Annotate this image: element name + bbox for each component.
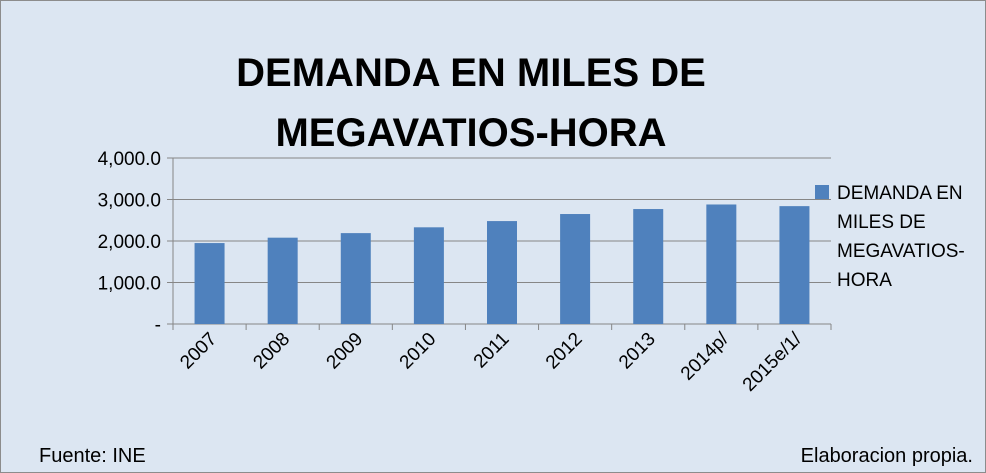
x-tick-label: 2009	[323, 329, 368, 374]
x-tick-label: 2013	[615, 329, 660, 374]
x-tick-label: 2010	[396, 329, 441, 374]
x-tick-label: 2011	[470, 329, 514, 373]
x-tick-label: 2015e/1/	[739, 328, 807, 396]
legend-label: DEMANDA EN MILES DE MEGAVATIOS-HORA	[837, 183, 965, 291]
bar	[560, 214, 591, 324]
legend-swatch	[815, 185, 829, 199]
chart-title: DEMANDA EN MILES DE MEGAVATIOS-HORA	[236, 51, 706, 155]
y-tick-label: 4,000.0	[98, 149, 161, 170]
y-tick-label: -	[155, 315, 161, 336]
y-tick-label: 2,000.0	[98, 232, 161, 253]
x-tick-label: 2007	[176, 329, 221, 374]
source-note: Fuente: INE	[39, 445, 146, 467]
bar	[267, 237, 298, 324]
y-tick-label: 1,000.0	[98, 274, 161, 295]
x-tick-label: 2014p/	[677, 328, 733, 384]
bar	[340, 233, 371, 324]
bar	[413, 227, 444, 324]
bar	[706, 204, 737, 324]
bar	[194, 243, 225, 324]
y-tick-label: 3,000.0	[98, 191, 161, 212]
bar	[487, 221, 517, 324]
x-tick-label: 2008	[249, 329, 294, 374]
bar	[779, 206, 810, 324]
x-tick-label: 2012	[542, 329, 587, 374]
bar	[633, 209, 664, 324]
credit-note: Elaboracion propia.	[800, 445, 973, 467]
